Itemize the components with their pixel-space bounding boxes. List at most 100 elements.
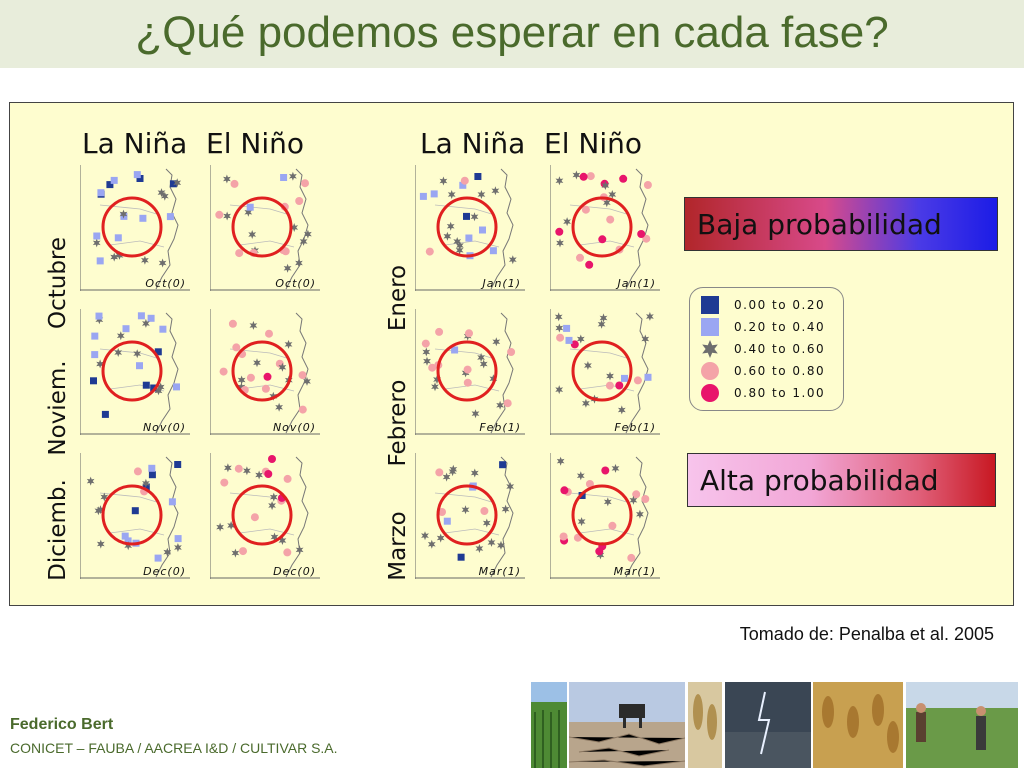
- slide-title: ¿Qué podemos esperar en cada fase?: [135, 8, 889, 57]
- map-nov-nina-left: Nov(0): [80, 309, 190, 435]
- map-station-star: [427, 539, 436, 549]
- map-station-star: [253, 358, 261, 368]
- map-station-circle: [283, 548, 292, 557]
- map-label: Oct(0): [145, 277, 186, 290]
- map-station-square: [142, 381, 150, 389]
- map-label: Nov(0): [272, 421, 316, 434]
- map-station-star: [577, 517, 586, 527]
- map-station-circle: [598, 235, 607, 244]
- map-station-circle: [250, 513, 259, 522]
- map-station-circle: [576, 253, 584, 262]
- map-station-star: [555, 176, 564, 186]
- map-station-square: [148, 464, 156, 472]
- map-station-star: [421, 531, 429, 541]
- map-station-circle: [246, 373, 255, 382]
- map-station-square: [142, 483, 150, 491]
- map-station-star: [501, 504, 510, 514]
- title-bar: [0, 0, 1024, 68]
- map-station-star: [158, 258, 167, 268]
- map-station-star: [617, 405, 626, 415]
- map-station-star: [446, 221, 455, 231]
- map-station-star: [304, 229, 312, 239]
- map-station-circle: [595, 547, 604, 556]
- map-station-square: [91, 351, 99, 359]
- map-coastline: [625, 456, 649, 578]
- map-station-circle: [480, 507, 489, 515]
- map-station-circle: [232, 343, 241, 352]
- map-station-circle: [627, 553, 636, 562]
- legend-label-4: 0.80 to 1.00: [734, 386, 826, 400]
- highlight-circle: [231, 196, 293, 258]
- map-label: Oct(0): [275, 277, 316, 290]
- map-station-star: [646, 311, 654, 321]
- author-affiliation: CONICET – FAUBA / AACREA I&D / CULTIVAR …: [10, 740, 338, 756]
- map-station-star: [223, 211, 231, 221]
- map-station-star: [555, 323, 564, 333]
- map-station-circle: [435, 468, 444, 477]
- map-station-star: [442, 472, 451, 482]
- map-station-star: [243, 466, 251, 476]
- map-station-star: [275, 402, 283, 412]
- map-station-star: [290, 223, 299, 232]
- figure-panel: La Niña El Niño La Niña El Niño Octubre …: [9, 102, 1014, 606]
- map-station-square: [97, 189, 105, 197]
- map-station-circle: [642, 234, 651, 243]
- map-station-star: [582, 398, 590, 408]
- map-station-star: [303, 376, 311, 386]
- map-station-star: [95, 315, 104, 325]
- map-station-square: [246, 203, 254, 211]
- map-station-star: [508, 255, 517, 265]
- map-station-star: [436, 533, 445, 543]
- map-station-star: [641, 334, 650, 344]
- photo-farmers: [906, 682, 1018, 768]
- highlight-circle: [231, 484, 293, 546]
- map-station-circle: [605, 381, 614, 390]
- map-station-circle: [261, 384, 270, 393]
- map-station-circle: [633, 376, 642, 385]
- map-station-star: [497, 540, 505, 550]
- map-borders: [99, 204, 165, 248]
- map-station-star: [479, 359, 488, 369]
- map-station-circle: [263, 372, 272, 381]
- map-station-star: [86, 476, 95, 486]
- legend-label-2: 0.40 to 0.60: [734, 342, 826, 356]
- left-head-el-nino: El Niño: [206, 127, 304, 160]
- row-label-diciembre: Diciemb.: [45, 479, 71, 581]
- legend-star-icon: [700, 339, 720, 359]
- map-label: Nov(0): [142, 421, 186, 434]
- map-station-star: [244, 207, 253, 217]
- map-station-square: [159, 325, 167, 333]
- map-station-square: [90, 377, 97, 385]
- map-station-star: [599, 313, 608, 323]
- map-station-star: [455, 245, 464, 255]
- map-station-circle: [507, 348, 516, 356]
- map-station-star: [597, 319, 606, 329]
- map-station-circle: [585, 480, 594, 488]
- right-head-el-nino: El Niño: [544, 127, 642, 160]
- map-station-star: [461, 505, 470, 515]
- map-mar-nina: Mar(1): [415, 453, 525, 579]
- map-station-square: [443, 517, 451, 525]
- map-station-square: [474, 173, 482, 180]
- map-station-circle: [283, 474, 292, 483]
- map-station-circle: [295, 197, 304, 205]
- map-station-circle: [608, 521, 617, 530]
- map-label: Jan(1): [617, 277, 656, 290]
- map-station-circle: [601, 466, 610, 475]
- map-dec-nino-left: Dec(0): [210, 453, 320, 579]
- map-station-star: [572, 170, 581, 180]
- left-head-la-nina: La Niña: [82, 127, 188, 160]
- map-coastline: [155, 456, 179, 578]
- map-station-star: [299, 236, 308, 246]
- map-station-star: [487, 537, 496, 547]
- map-station-star: [133, 349, 142, 359]
- highlight-circle: [101, 484, 163, 546]
- map-label: Feb(1): [614, 421, 656, 434]
- map-station-star: [443, 231, 452, 241]
- map-station-circle: [301, 179, 309, 188]
- map-station-star: [249, 320, 258, 330]
- legend-square-light-icon: [700, 317, 720, 337]
- map-station-star: [278, 362, 287, 372]
- map-station-star: [629, 495, 638, 505]
- legend-item-1: 0.20 to 0.40: [700, 316, 840, 338]
